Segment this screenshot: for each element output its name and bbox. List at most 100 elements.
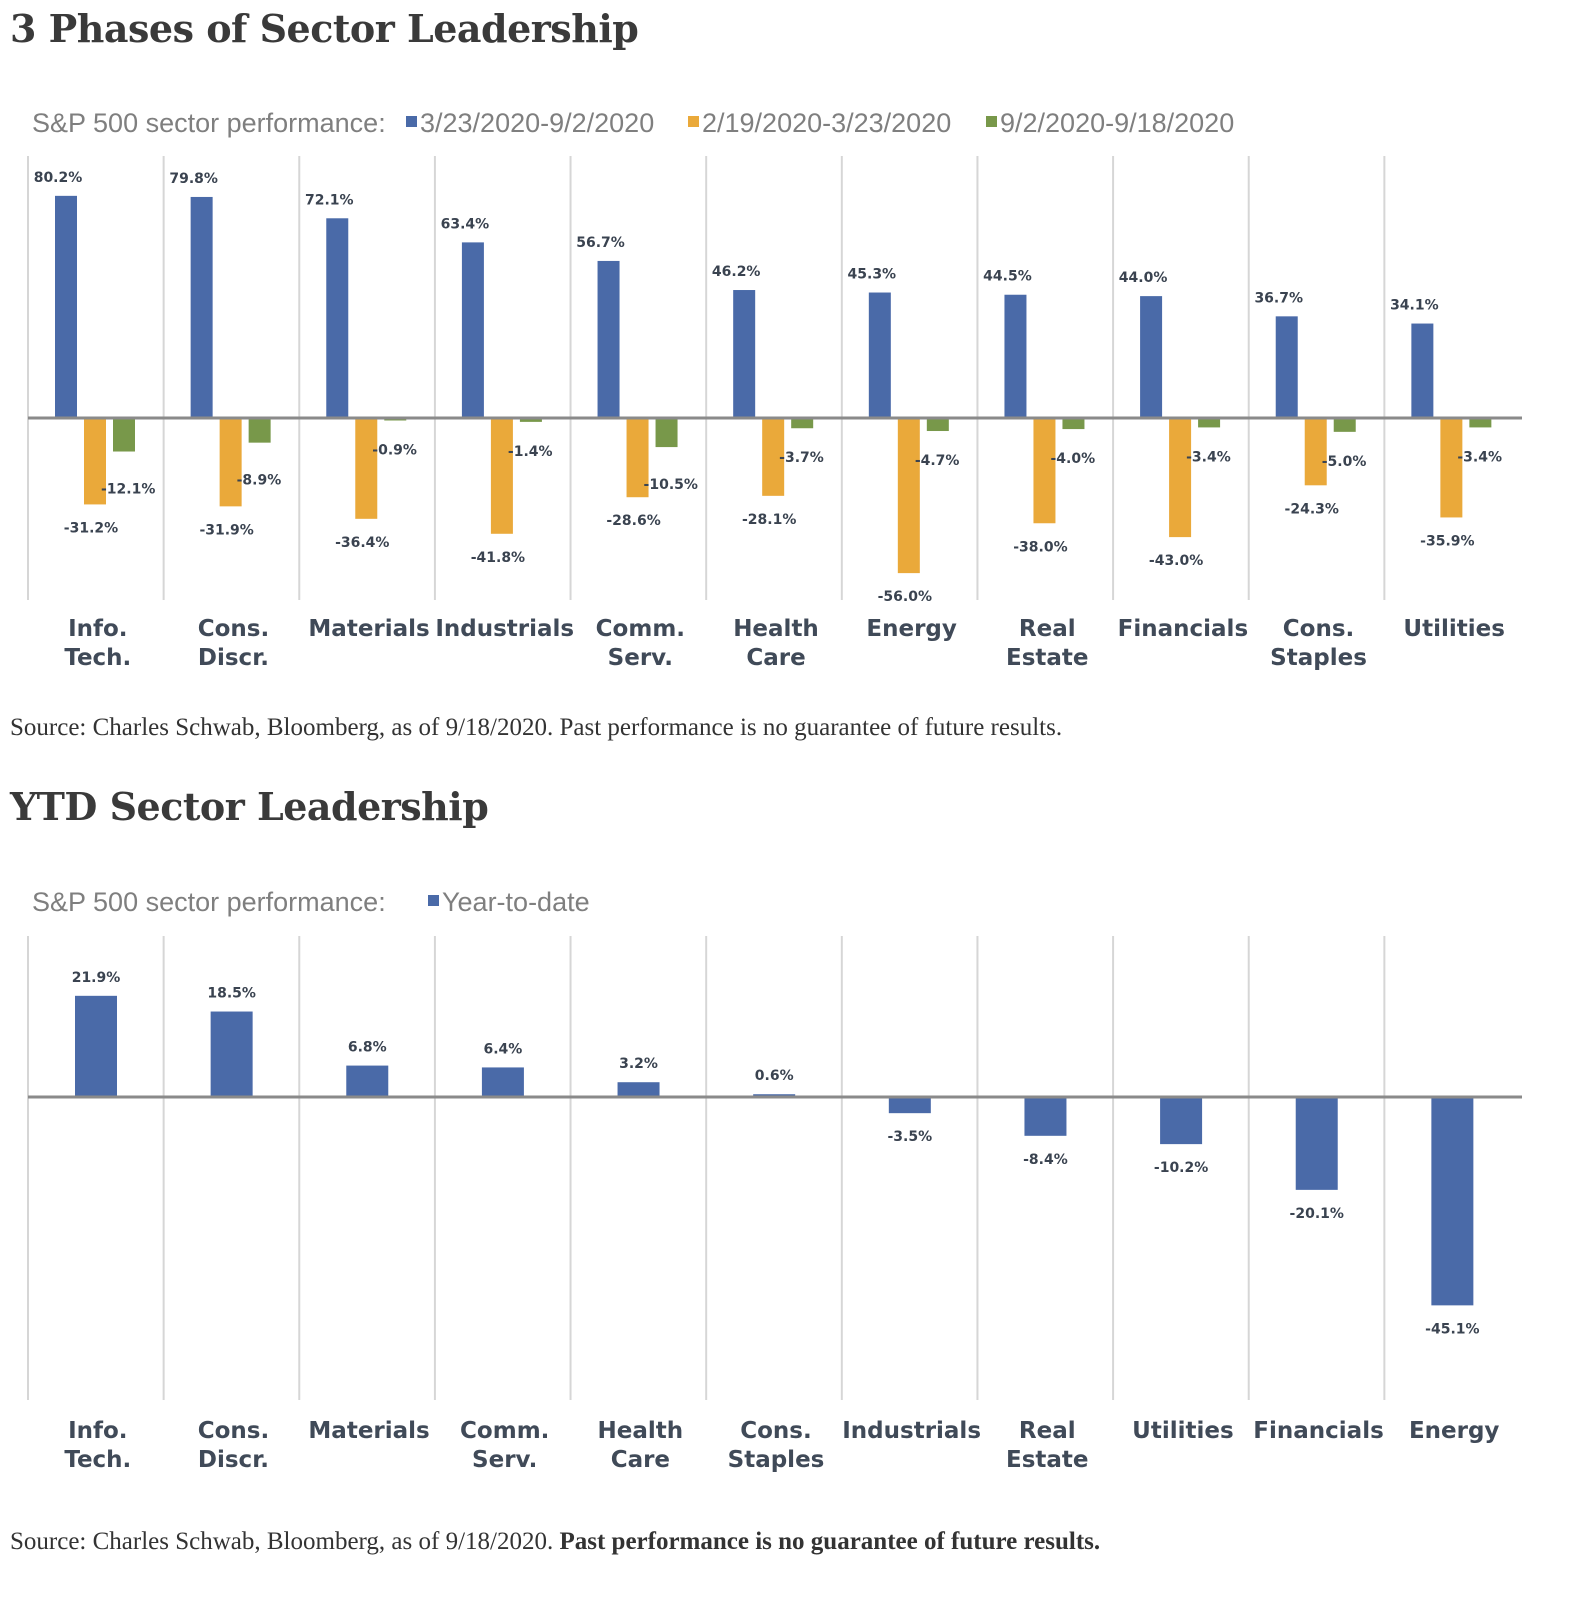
value-label-9-2-2020-9-18-2020-industrials: -1.4% [508, 444, 553, 460]
category-label-info-tech: Info. [68, 1418, 127, 1444]
chart2-source-note: Source: Charles Schwab, Bloomberg, as of… [10, 1528, 1100, 1556]
bar-2-19-2020-3-23-2020-financials [1169, 418, 1192, 538]
chart1-value-labels: 80.2% -31.2% -12.1% 79.8% -31.9% -8.9% 72.1% -3… [34, 170, 1502, 605]
bar-9-2-2020-9-18-2020-info-tech [113, 418, 135, 452]
category-label-real-estate: Estate [1006, 645, 1089, 671]
value-label-year-to-date-real-estate: -8.4% [1023, 1152, 1068, 1168]
bar-9-2-2020-9-18-2020-real-estate [1062, 418, 1085, 430]
value-label-year-to-date-comm-serv: 6.4% [483, 1041, 522, 1057]
bar-2-19-2020-3-23-2020-cons-staples [1304, 418, 1327, 486]
category-label-utilities: Utilities [1403, 616, 1505, 642]
value-label-3-23-2020-9-2-2020-health-care: 46.2% [712, 264, 761, 280]
category-label-financials: Financials [1253, 1418, 1383, 1444]
value-label-2-19-2020-3-23-2020-materials: -36.4% [335, 535, 389, 551]
source-prefix: Source: Charles Schwab, Bloomberg, as of… [10, 1528, 560, 1555]
legend-swatch-2-19-2020-3-23-2020 [688, 116, 699, 127]
value-label-3-23-2020-9-2-2020-materials: 72.1% [305, 192, 354, 208]
category-label-health-care: Care [611, 1447, 670, 1473]
value-label-year-to-date-industrials: -3.5% [887, 1129, 932, 1145]
bar-2-19-2020-3-23-2020-cons-discr [219, 418, 242, 507]
value-label-2-19-2020-3-23-2020-financials: -43.0% [1149, 553, 1203, 569]
legend-label-9-2-2020-9-18-2020: 9/2/2020-9/18/2020 [1000, 108, 1234, 138]
bar-2-19-2020-3-23-2020-comm-serv [626, 418, 649, 498]
bar-2-19-2020-3-23-2020-materials [355, 418, 378, 519]
bar-9-2-2020-9-18-2020-financials [1198, 418, 1221, 428]
bar-3-23-2020-9-2-2020-industrials [461, 242, 484, 418]
legend-title: S&P 500 sector performance: [32, 887, 386, 917]
value-label-9-2-2020-9-18-2020-energy: -4.7% [915, 453, 960, 469]
bar-9-2-2020-9-18-2020-cons-discr [248, 418, 271, 443]
bar-year-to-date-financials [1295, 1097, 1338, 1190]
disclaimer-bold: Past performance is no guarantee of futu… [559, 1528, 1101, 1555]
category-label-comm-serv: Serv. [472, 1447, 537, 1473]
category-label-financials: Financials [1118, 616, 1248, 642]
value-label-year-to-date-energy: -45.1% [1425, 1321, 1479, 1337]
chart2-bars [75, 995, 1474, 1306]
bar-year-to-date-industrials [888, 1097, 931, 1114]
value-label-9-2-2020-9-18-2020-materials: -0.9% [372, 442, 417, 458]
value-label-year-to-date-utilities: -10.2% [1154, 1160, 1208, 1176]
category-label-comm-serv: Comm. [596, 616, 685, 642]
category-label-cons-staples: Staples [1270, 645, 1367, 671]
value-label-3-23-2020-9-2-2020-industrials: 63.4% [441, 216, 490, 232]
value-label-year-to-date-info-tech: 21.9% [72, 970, 121, 986]
chart2-legend: S&P 500 sector performance: Year-to-date [32, 887, 590, 917]
bar-year-to-date-real-estate [1024, 1097, 1067, 1136]
value-label-3-23-2020-9-2-2020-comm-serv: 56.7% [576, 235, 625, 251]
bar-3-23-2020-9-2-2020-comm-serv [597, 260, 620, 418]
bar-year-to-date-energy [1431, 1097, 1474, 1306]
bar-9-2-2020-9-18-2020-utilities [1469, 418, 1492, 428]
category-label-real-estate: Real [1019, 1418, 1076, 1444]
bar-year-to-date-cons-discr [210, 1011, 253, 1097]
category-label-real-estate: Real [1019, 616, 1076, 642]
category-label-materials: Materials [308, 1418, 429, 1444]
sector-phases-chart: S&P 500 sector performance: 3/23/2020-9/2… [27, 108, 1522, 671]
value-label-3-23-2020-9-2-2020-cons-staples: 36.7% [1254, 290, 1303, 306]
value-label-2-19-2020-3-23-2020-industrials: -41.8% [471, 550, 525, 566]
legend-label-3-23-2020-9-2-2020: 3/23/2020-9/2/2020 [420, 108, 654, 138]
bar-3-23-2020-9-2-2020-utilities [1411, 323, 1434, 418]
value-label-9-2-2020-9-18-2020-cons-staples: -5.0% [1322, 454, 1367, 470]
bar-2-19-2020-3-23-2020-health-care [762, 418, 785, 496]
category-label-industrials: Industrials [842, 1418, 981, 1444]
category-label-health-care: Health [733, 616, 819, 642]
bar-3-23-2020-9-2-2020-financials [1140, 296, 1163, 418]
bar-year-to-date-comm-serv [481, 1067, 524, 1097]
category-label-cons-discr: Discr. [198, 1447, 269, 1473]
bar-2-19-2020-3-23-2020-utilities [1440, 418, 1463, 518]
category-label-utilities: Utilities [1132, 1418, 1234, 1444]
category-label-cons-staples: Cons. [1283, 616, 1354, 642]
bar-3-23-2020-9-2-2020-cons-discr [190, 196, 213, 418]
category-label-comm-serv: Comm. [460, 1418, 549, 1444]
legend-label-year-to-date: Year-to-date [442, 887, 590, 917]
value-label-9-2-2020-9-18-2020-utilities: -3.4% [1457, 449, 1502, 465]
chart1-category-separators [27, 156, 1386, 600]
category-label-cons-discr: Cons. [198, 616, 269, 642]
category-label-energy: Energy [1409, 1418, 1499, 1444]
bar-3-23-2020-9-2-2020-info-tech [55, 195, 77, 418]
value-label-9-2-2020-9-18-2020-info-tech: -12.1% [101, 482, 155, 498]
bar-3-23-2020-9-2-2020-energy [868, 292, 891, 418]
ytd-sector-chart: S&P 500 sector performance: Year-to-date … [27, 887, 1522, 1473]
bar-9-2-2020-9-18-2020-comm-serv [655, 418, 678, 448]
chart1-category-labels: Info. Tech. Cons. Discr. Materials Industrial… [64, 616, 1505, 671]
bar-3-23-2020-9-2-2020-real-estate [1004, 294, 1027, 418]
value-label-9-2-2020-9-18-2020-cons-discr: -8.9% [237, 473, 282, 489]
category-label-info-tech: Tech. [64, 645, 131, 671]
bar-9-2-2020-9-18-2020-industrials [519, 418, 542, 422]
chart2-category-labels: Info. Tech. Cons. Discr. Materials Comm. Serv.… [64, 1418, 1499, 1473]
bar-3-23-2020-9-2-2020-health-care [733, 290, 756, 418]
category-label-materials: Materials [308, 616, 429, 642]
value-label-2-19-2020-3-23-2020-info-tech: -31.2% [64, 520, 118, 536]
bar-2-19-2020-3-23-2020-industrials [490, 418, 513, 534]
value-label-2-19-2020-3-23-2020-cons-discr: -31.9% [199, 522, 253, 538]
bar-3-23-2020-9-2-2020-cons-staples [1275, 316, 1298, 418]
chart1-source-note: Source: Charles Schwab, Bloomberg, as of… [10, 714, 1063, 741]
category-label-info-tech: Tech. [64, 1447, 131, 1473]
value-label-2-19-2020-3-23-2020-cons-staples: -24.3% [1285, 501, 1339, 517]
value-label-year-to-date-cons-staples: 0.6% [755, 1068, 794, 1084]
bar-year-to-date-utilities [1160, 1097, 1203, 1145]
category-label-info-tech: Info. [68, 616, 127, 642]
value-label-year-to-date-financials: -20.1% [1290, 1206, 1344, 1222]
chart1-bars [55, 195, 1492, 574]
